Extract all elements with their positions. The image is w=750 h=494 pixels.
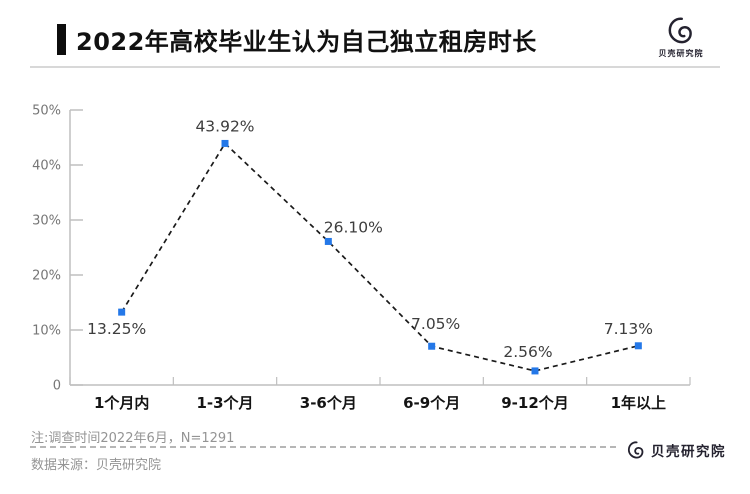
data-label: 7.05%	[411, 315, 460, 333]
data-label: 43.92%	[195, 117, 254, 135]
x-category-label: 1-3个月	[196, 394, 253, 412]
y-tick-label: 50%	[32, 104, 61, 119]
title-accent-bar	[57, 24, 66, 55]
data-label: 7.13%	[604, 320, 653, 338]
title-row: 2022年高校毕业生认为自己独立租房时长	[57, 22, 537, 57]
y-tick-label: 0	[53, 379, 61, 394]
x-category-label: 3-6个月	[300, 394, 357, 412]
survey-note: 注:调查时间2022年6月，N=1291	[31, 431, 235, 446]
data-point	[118, 308, 126, 316]
y-tick-label: 30%	[32, 214, 61, 229]
x-category-label: 6-9个月	[403, 394, 460, 412]
data-label: 2.56%	[503, 343, 552, 361]
x-category-label: 1个月内	[94, 394, 149, 412]
data-label: 13.25%	[87, 320, 146, 338]
header-divider	[30, 66, 720, 68]
page-title: 2022年高校毕业生认为自己独立租房时长	[76, 28, 537, 56]
y-tick-label: 20%	[32, 269, 61, 284]
data-point	[221, 139, 229, 147]
y-tick-label: 10%	[32, 324, 61, 339]
data-point	[531, 367, 539, 375]
y-tick-label: 40%	[32, 159, 61, 174]
data-point	[634, 342, 642, 350]
data-source: 数据来源：贝壳研究院	[31, 458, 162, 473]
brand-name-bottom: 贝壳研究院	[651, 444, 726, 460]
x-category-label: 1年以上	[611, 394, 666, 412]
data-label: 26.10%	[324, 218, 383, 236]
data-point	[428, 342, 436, 350]
brand-name-top: 贝壳研究院	[658, 49, 704, 58]
brand-logo-bottom: 贝壳研究院	[627, 440, 726, 460]
data-point	[324, 237, 332, 245]
x-category-label: 9-12个月	[501, 394, 569, 412]
footer-divider	[30, 446, 616, 448]
data-line	[120, 142, 639, 372]
line-chart: 0 10% 20% 30% 40% 50% 1个月内 1-3个月 3-6个月 6-9个月 9-12个…	[32, 104, 691, 412]
beike-shell-icon	[668, 17, 692, 44]
beike-shell-icon	[627, 441, 644, 459]
brand-logo-top: 贝壳研究院	[648, 15, 714, 59]
